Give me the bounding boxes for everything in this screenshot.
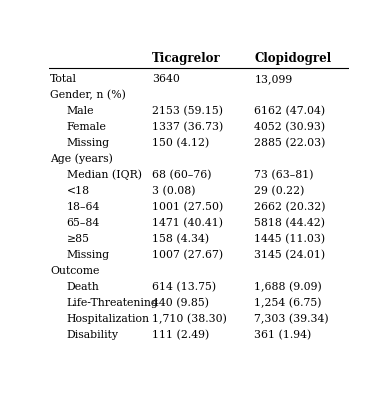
Text: 150 (4.12): 150 (4.12) <box>152 138 210 148</box>
Text: 2662 (20.32): 2662 (20.32) <box>255 202 326 212</box>
Text: 73 (63–81): 73 (63–81) <box>255 170 314 180</box>
Text: 1007 (27.67): 1007 (27.67) <box>152 250 223 260</box>
Text: 158 (4.34): 158 (4.34) <box>152 234 210 244</box>
Text: 1,254 (6.75): 1,254 (6.75) <box>255 298 322 308</box>
Text: 440 (9.85): 440 (9.85) <box>152 298 209 308</box>
Text: Missing: Missing <box>67 138 110 148</box>
Text: 4052 (30.93): 4052 (30.93) <box>255 122 326 132</box>
Text: 18–64: 18–64 <box>67 202 100 212</box>
Text: 65–84: 65–84 <box>67 218 100 228</box>
Text: Male: Male <box>67 106 94 116</box>
Text: 68 (60–76): 68 (60–76) <box>152 170 212 180</box>
Text: 1445 (11.03): 1445 (11.03) <box>255 234 326 244</box>
Text: Life-Threatening: Life-Threatening <box>67 298 158 308</box>
Text: 2885 (22.03): 2885 (22.03) <box>255 138 326 148</box>
Text: Disability: Disability <box>67 330 119 340</box>
Text: 1,710 (38.30): 1,710 (38.30) <box>152 314 227 324</box>
Text: Ticagrelor: Ticagrelor <box>152 52 221 65</box>
Text: 1,688 (9.09): 1,688 (9.09) <box>255 282 322 292</box>
Text: Death: Death <box>67 282 99 292</box>
Text: Age (years): Age (years) <box>50 154 113 164</box>
Text: <18: <18 <box>67 186 90 196</box>
Text: Total: Total <box>50 74 77 84</box>
Text: 29 (0.22): 29 (0.22) <box>255 186 305 196</box>
Text: 7,303 (39.34): 7,303 (39.34) <box>255 314 329 324</box>
Text: Hospitalization: Hospitalization <box>67 314 149 324</box>
Text: Female: Female <box>67 122 106 132</box>
Text: Gender, n (%): Gender, n (%) <box>50 90 126 100</box>
Text: 3145 (24.01): 3145 (24.01) <box>255 250 326 260</box>
Text: 3640: 3640 <box>152 74 180 84</box>
Text: 6162 (47.04): 6162 (47.04) <box>255 106 326 116</box>
Text: 1471 (40.41): 1471 (40.41) <box>152 218 223 228</box>
Text: 361 (1.94): 361 (1.94) <box>255 330 312 340</box>
Text: 2153 (59.15): 2153 (59.15) <box>152 106 223 116</box>
Text: 5818 (44.42): 5818 (44.42) <box>255 218 326 228</box>
Text: 111 (2.49): 111 (2.49) <box>152 330 210 340</box>
Text: Outcome: Outcome <box>50 266 99 276</box>
Text: Missing: Missing <box>67 250 110 260</box>
Text: Median (IQR): Median (IQR) <box>67 170 142 180</box>
Text: ≥85: ≥85 <box>67 234 90 244</box>
Text: Clopidogrel: Clopidogrel <box>255 52 332 65</box>
Text: 1001 (27.50): 1001 (27.50) <box>152 202 223 212</box>
Text: 614 (13.75): 614 (13.75) <box>152 282 217 292</box>
Text: 3 (0.08): 3 (0.08) <box>152 186 196 196</box>
Text: 1337 (36.73): 1337 (36.73) <box>152 122 223 132</box>
Text: 13,099: 13,099 <box>255 74 293 84</box>
